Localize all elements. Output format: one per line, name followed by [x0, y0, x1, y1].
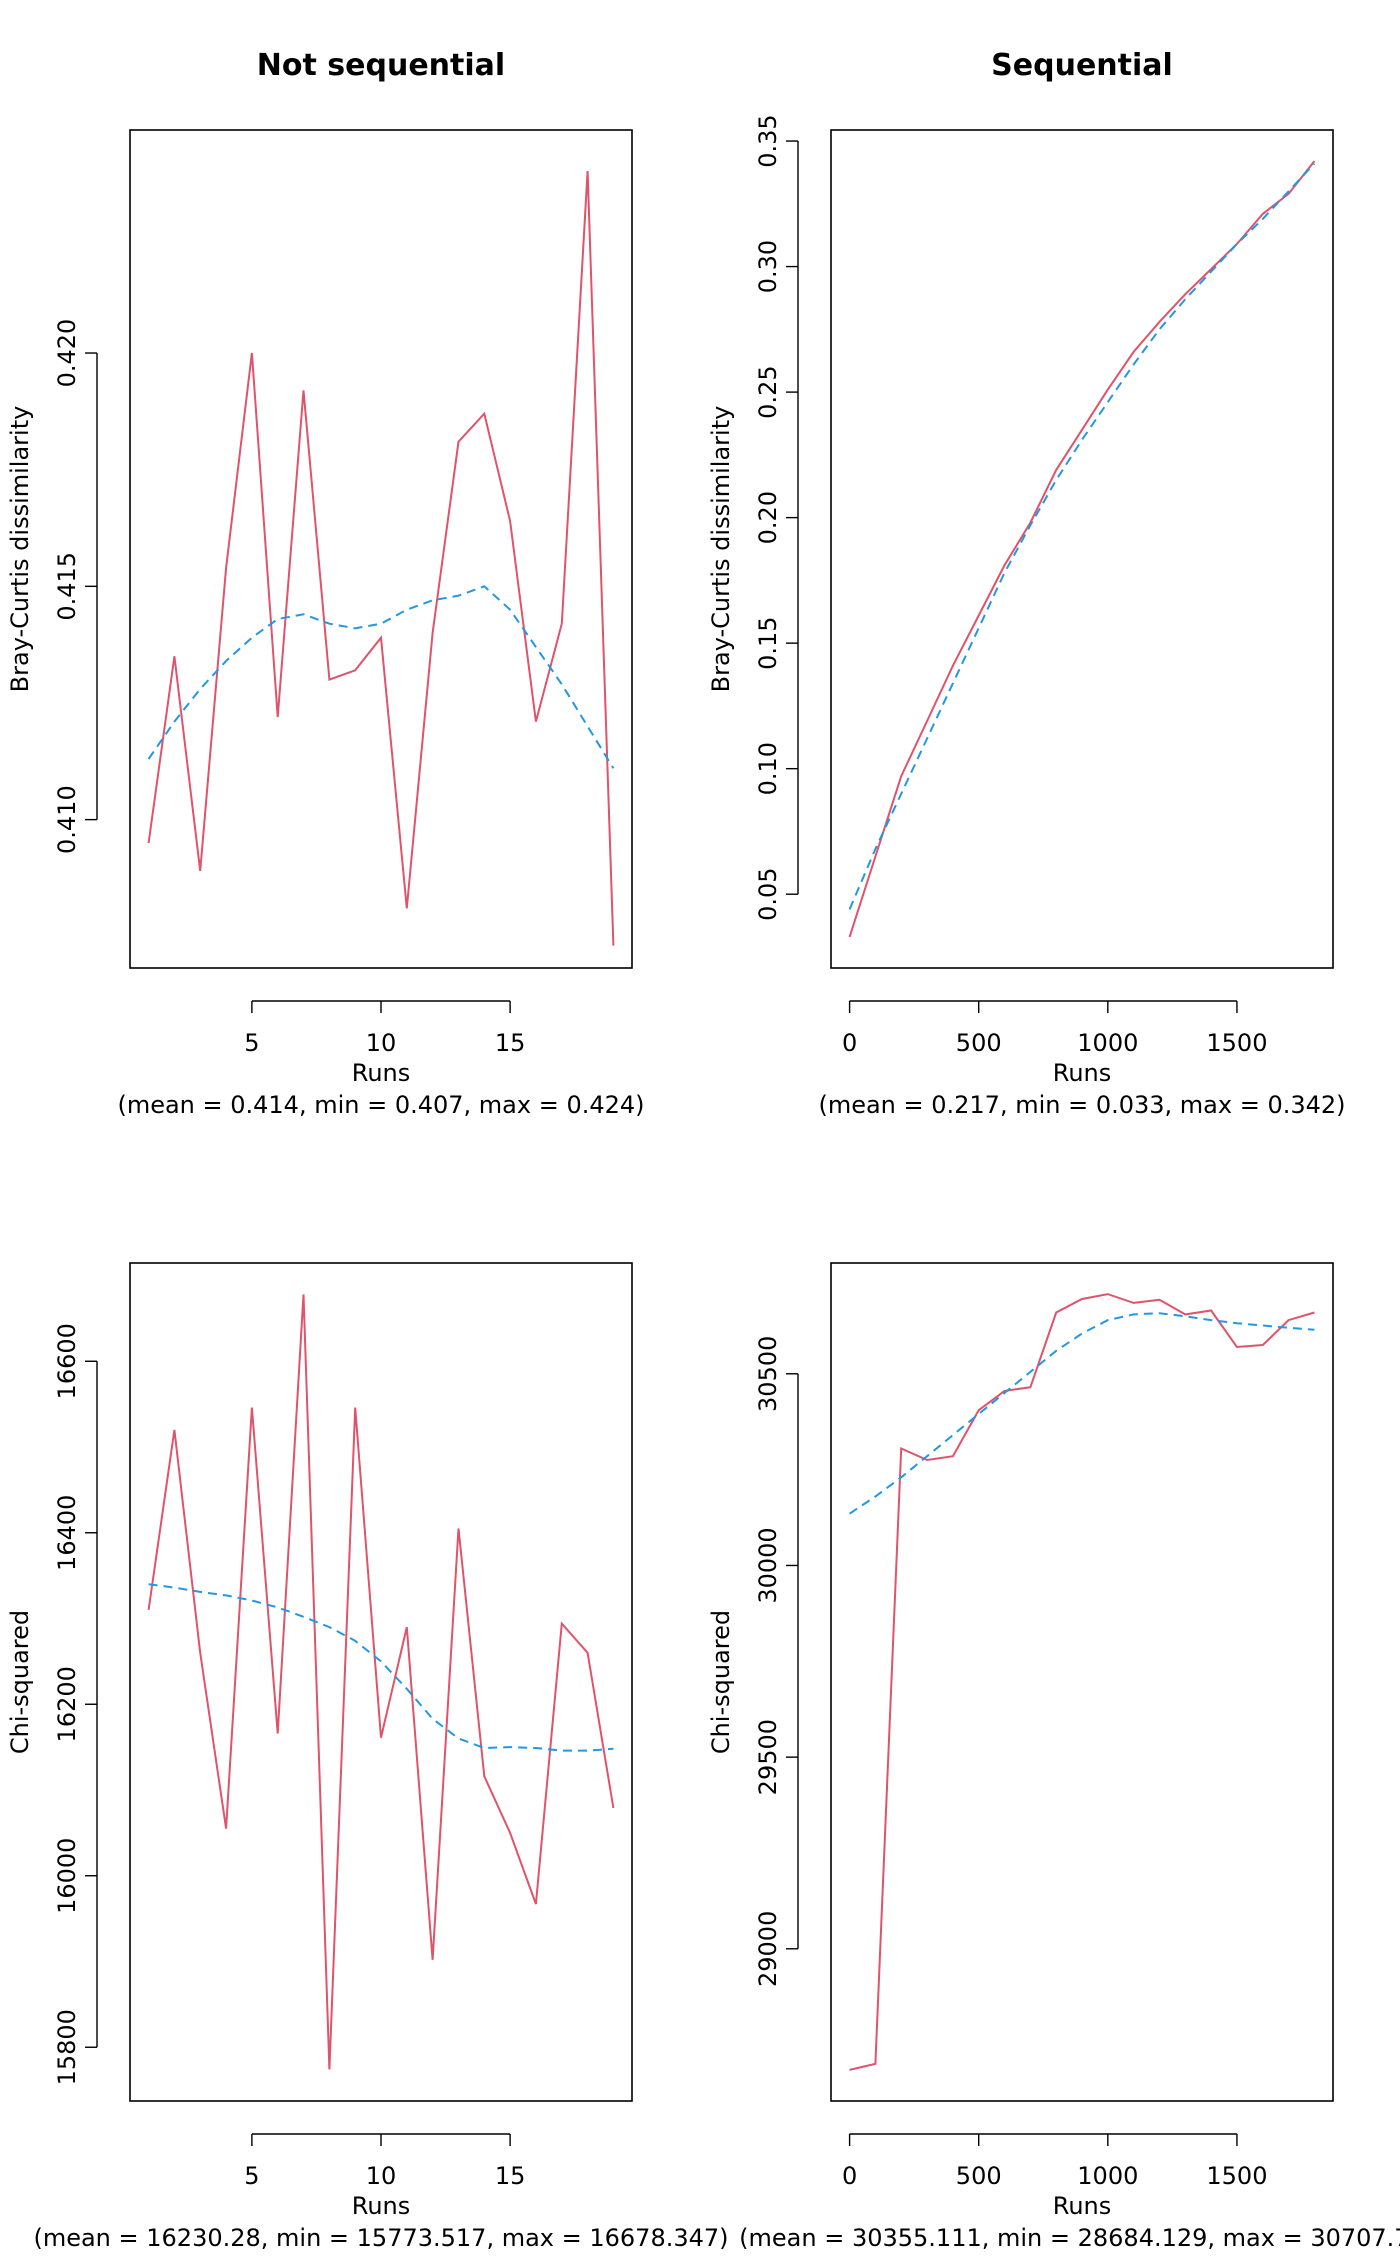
y-tick-label: 15800 — [53, 2009, 81, 2085]
panel-title: Not sequential — [257, 48, 505, 83]
x-tick-label: 15 — [495, 1029, 526, 1057]
panel-title: Sequential — [991, 48, 1173, 83]
x-tick-label: 1000 — [1077, 1029, 1138, 1057]
y-tick-label: 0.420 — [53, 319, 81, 388]
y-tick-label: 29500 — [754, 1719, 782, 1795]
x-axis-label: Runs — [352, 1059, 411, 1087]
x-tick-label: 0 — [842, 1029, 857, 1057]
y-tick-label: 16200 — [53, 1666, 81, 1742]
series-line-smoothed — [849, 1312, 1315, 1515]
series-line-raw — [849, 1293, 1315, 2071]
y-tick-label: 16600 — [53, 1323, 81, 1399]
y-tick-label: 30500 — [754, 1336, 782, 1412]
x-tick-label: 1500 — [1206, 1029, 1267, 1057]
y-axis-label: Chi-squared — [6, 1610, 34, 1754]
x-axis-label: Runs — [352, 2192, 411, 2220]
y-tick-label: 16000 — [53, 1838, 81, 1914]
x-tick-label: 1500 — [1206, 2162, 1267, 2190]
x-axis-summary: (mean = 0.414, min = 0.407, max = 0.424) — [117, 1091, 644, 1119]
y-tick-label: 0.20 — [754, 491, 782, 544]
plot-frame — [830, 129, 1334, 969]
x-tick-label: 10 — [366, 2162, 397, 2190]
y-tick-label: 0.15 — [754, 616, 782, 669]
y-tick-label: 0.10 — [754, 742, 782, 795]
y-axis-label: Chi-squared — [707, 1610, 735, 1754]
x-axis-label: Runs — [1053, 2192, 1112, 2220]
x-axis-label: Runs — [1053, 1059, 1112, 1087]
y-tick-label: 0.415 — [53, 552, 81, 621]
y-axis-label: Bray-Curtis dissimilarity — [6, 406, 34, 693]
panel-bray-curtis-not-sequential: Not sequential 5 10 15 0.410 0.415 0.420 Runs (m… — [6, 48, 645, 1119]
series-line-raw — [147, 1294, 615, 2070]
y-tick-label: 16400 — [53, 1495, 81, 1571]
panel-chi-squared-sequential: 0 500 1000 1500 29000 29500 30000 30500 Runs (mea… — [707, 1262, 1400, 2252]
x-tick-label: 15 — [495, 2162, 526, 2190]
x-tick-label: 5 — [244, 1029, 259, 1057]
series-line-smoothed — [148, 1583, 614, 1752]
y-axis-label: Bray-Curtis dissimilarity — [707, 406, 735, 693]
y-tick-label: 0.30 — [754, 240, 782, 293]
x-tick-label: 1000 — [1077, 2162, 1138, 2190]
panel-chi-squared-not-sequential: 5 10 15 15800 16000 16200 16400 16600 Runs (mean … — [6, 1262, 729, 2252]
series-line-raw — [848, 160, 1316, 938]
series-line-smoothed — [848, 162, 1316, 910]
y-tick-label: 0.35 — [754, 114, 782, 167]
x-axis-summary: (mean = 30355.111, min = 28684.129, max … — [739, 2224, 1400, 2252]
x-tick-label: 10 — [366, 1029, 397, 1057]
x-axis-summary: (mean = 16230.28, min = 15773.517, max =… — [33, 2224, 728, 2252]
x-axis-summary: (mean = 0.217, min = 0.033, max = 0.342) — [818, 1091, 1345, 1119]
y-tick-label: 0.410 — [53, 785, 81, 854]
plot-frame — [129, 129, 633, 969]
series-line-raw — [147, 171, 615, 946]
series-line-smoothed — [147, 585, 615, 769]
x-tick-label: 500 — [956, 2162, 1002, 2190]
panel-bray-curtis-sequential: Sequential 0 500 1000 1500 0.05 0.10 0.15 0.20 0.… — [707, 48, 1346, 1119]
plot-frame — [830, 1262, 1334, 2102]
y-tick-label: 0.05 — [754, 867, 782, 920]
plot-frame — [129, 1262, 633, 2102]
y-tick-label: 0.25 — [754, 365, 782, 418]
y-tick-label: 30000 — [754, 1527, 782, 1603]
x-tick-label: 0 — [842, 2162, 857, 2190]
x-tick-label: 500 — [956, 1029, 1002, 1057]
y-tick-label: 29000 — [754, 1911, 782, 1987]
x-tick-label: 5 — [244, 2162, 259, 2190]
